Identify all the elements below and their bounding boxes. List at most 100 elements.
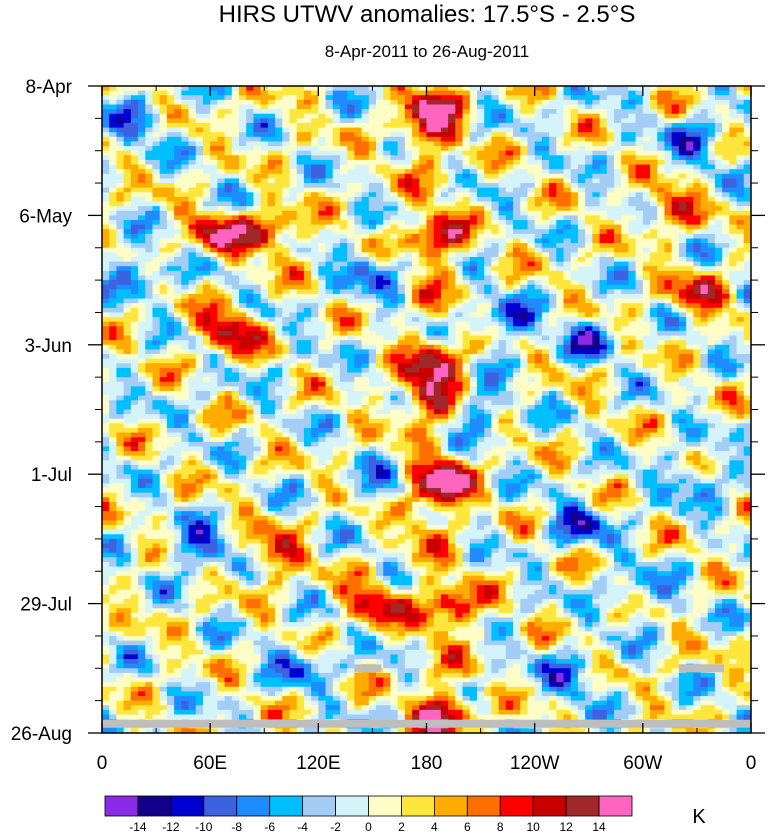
anomaly-cell — [166, 169, 175, 175]
anomaly-cell — [693, 118, 702, 124]
anomaly-cell — [498, 187, 507, 193]
anomaly-cell — [318, 303, 327, 309]
anomaly-cell — [404, 303, 413, 309]
anomaly-cell — [606, 224, 615, 230]
anomaly-cell — [195, 238, 204, 244]
anomaly-cell — [678, 206, 687, 212]
anomaly-cell — [707, 261, 716, 267]
anomaly-cell — [253, 122, 262, 129]
anomaly-cell — [671, 280, 680, 286]
anomaly-cell — [174, 252, 182, 258]
anomaly-cell — [585, 104, 593, 110]
anomaly-cell — [390, 298, 399, 304]
anomaly-cell — [448, 293, 456, 300]
anomaly-cell — [556, 335, 565, 341]
anomaly-cell — [202, 210, 211, 216]
anomaly-cell — [635, 270, 644, 277]
anomaly-cell — [224, 86, 233, 92]
anomaly-cell — [686, 164, 694, 170]
anomaly-cell — [714, 118, 723, 124]
anomaly-cell — [664, 321, 673, 327]
anomaly-cell — [549, 155, 557, 161]
anomaly-cell — [159, 326, 168, 332]
anomaly-cell — [650, 280, 658, 286]
anomaly-cell — [361, 192, 370, 198]
anomaly-cell — [671, 118, 680, 124]
anomaly-cell — [267, 256, 276, 263]
anomaly-cell — [166, 86, 175, 92]
anomaly-cell — [541, 122, 550, 129]
anomaly-cell — [116, 215, 125, 221]
anomaly-cell — [707, 280, 716, 286]
anomaly-cell — [354, 289, 363, 295]
anomaly-cell — [642, 270, 651, 277]
anomaly-cell — [664, 330, 673, 337]
anomaly-cell — [311, 266, 319, 272]
anomaly-cell — [116, 224, 125, 230]
anomaly-cell — [138, 233, 146, 240]
anomaly-cell — [563, 109, 572, 115]
anomaly-cell — [693, 298, 702, 304]
anomaly-cell — [361, 233, 370, 240]
anomaly-cell — [166, 155, 175, 161]
anomaly-cell — [743, 187, 751, 193]
anomaly-cell — [102, 164, 110, 170]
anomaly-cell — [664, 220, 673, 226]
anomaly-cell — [152, 289, 161, 295]
anomaly-cell — [678, 275, 687, 281]
anomaly-cell — [513, 289, 521, 295]
anomaly-cell — [123, 155, 132, 161]
anomaly-cell — [693, 210, 702, 216]
anomaly-cell — [116, 196, 125, 203]
anomaly-cell — [354, 141, 363, 147]
anomaly-cell — [700, 293, 709, 300]
anomaly-cell — [239, 104, 247, 110]
anomaly-cell — [613, 284, 622, 290]
anomaly-cell — [592, 136, 601, 143]
anomaly-cell — [123, 187, 132, 193]
anomaly-cell — [505, 127, 514, 133]
anomaly-cell — [599, 243, 608, 249]
anomaly-cell — [671, 201, 680, 207]
anomaly-cell — [729, 155, 738, 161]
anomaly-cell — [253, 196, 262, 203]
anomaly-cell — [729, 326, 738, 332]
anomaly-cell — [138, 335, 146, 341]
anomaly-cell — [541, 159, 550, 166]
anomaly-cell — [426, 303, 435, 309]
anomaly-cell — [433, 261, 442, 267]
anomaly-cell — [671, 113, 680, 119]
anomaly-cell — [650, 220, 658, 226]
anomaly-cell — [448, 312, 456, 318]
anomaly-cell — [707, 150, 716, 156]
anomaly-cell — [664, 155, 673, 161]
anomaly-cell — [412, 293, 420, 300]
anomaly-cell — [210, 183, 218, 189]
anomaly-cell — [296, 90, 305, 96]
anomaly-cell — [628, 192, 637, 198]
anomaly-cell — [325, 155, 334, 161]
anomaly-cell — [354, 95, 363, 101]
anomaly-cell — [332, 270, 341, 277]
anomaly-cell — [152, 298, 161, 304]
anomaly-cell — [433, 312, 442, 318]
anomaly-cell — [361, 187, 370, 193]
anomaly-cell — [664, 224, 673, 230]
anomaly-cell — [361, 266, 370, 272]
anomaly-cell — [484, 215, 492, 221]
anomaly-cell — [476, 127, 485, 133]
anomaly-cell — [253, 183, 262, 189]
anomaly-cell — [635, 312, 644, 318]
anomaly-cell — [498, 224, 507, 230]
anomaly-cell — [159, 196, 168, 203]
anomaly-cell — [296, 86, 305, 92]
anomaly-cell — [621, 99, 630, 106]
anomaly-cell — [729, 159, 738, 166]
anomaly-cell — [426, 247, 435, 253]
anomaly-cell — [570, 220, 579, 226]
anomaly-cell — [397, 215, 406, 221]
anomaly-cell — [239, 173, 247, 180]
anomaly-cell — [260, 312, 269, 318]
anomaly-cell — [714, 150, 723, 156]
anomaly-cell — [657, 173, 666, 180]
